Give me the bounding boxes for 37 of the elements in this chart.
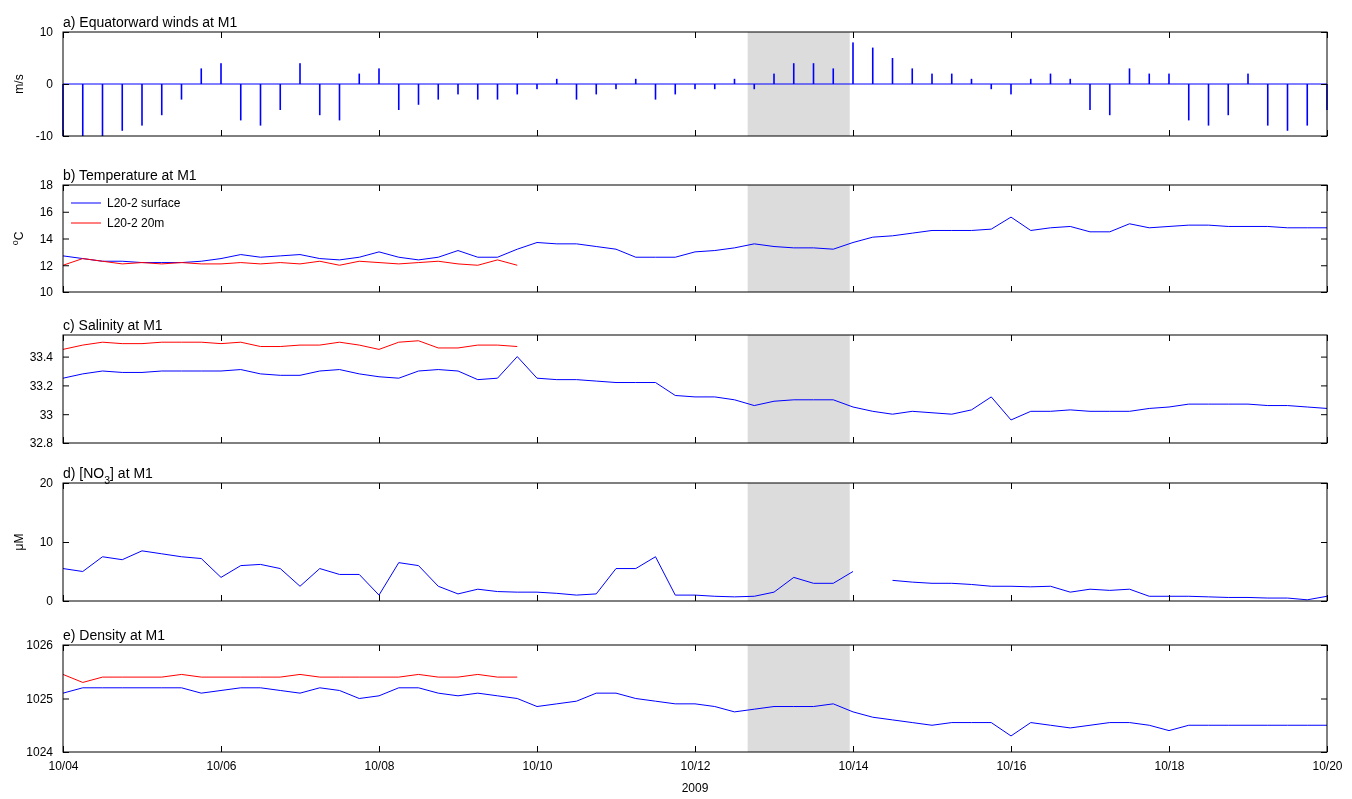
y-tick-label: 32.8 <box>29 436 54 451</box>
y-tick-label: 10 <box>39 535 54 550</box>
x-tick-label: 10/18 <box>1154 758 1185 773</box>
y-tick-label: 10 <box>39 285 54 300</box>
y-axis-title: m/s <box>12 74 26 94</box>
x-tick-label: 10/06 <box>206 758 237 773</box>
x-tick-label: 10/08 <box>364 758 395 773</box>
chart-title: a) Equatorward winds at M1 <box>63 14 238 30</box>
y-tick-label: 0 <box>46 77 54 92</box>
legend-label: L20-2 20m <box>107 216 165 230</box>
x-tick-label: 10/16 <box>996 758 1027 773</box>
y-tick-label: 1024 <box>26 745 54 760</box>
y-tick-label: 1026 <box>26 638 54 653</box>
y-tick-label: -10 <box>35 129 54 144</box>
x-tick-label: 10/10 <box>522 758 553 773</box>
y-tick-label: 10 <box>39 25 54 40</box>
y-tick-label: 33 <box>39 407 54 422</box>
chart-title: b) Temperature at M1 <box>63 167 197 183</box>
y-tick-label: 14 <box>39 231 54 246</box>
x-axis-title: 2009 <box>681 781 709 795</box>
y-tick-label: 0 <box>46 594 54 609</box>
y-tick-label: 1025 <box>26 691 54 706</box>
y-tick-label: 33.4 <box>29 349 54 364</box>
chart-title: e) Density at M1 <box>63 627 166 643</box>
chart-title: c) Salinity at M1 <box>63 317 163 333</box>
y-axis-title: μM <box>12 533 26 551</box>
x-tick-label: 10/20 <box>1312 758 1343 773</box>
y-tick-label: 18 <box>39 178 54 193</box>
y-tick-label: 12 <box>39 258 54 273</box>
y-tick-label: 16 <box>39 205 54 220</box>
x-tick-label: 10/04 <box>48 758 79 773</box>
y-tick-label: 20 <box>39 476 54 491</box>
chart-title: d) [NO$_{3}$] at M1 <box>63 465 154 486</box>
x-tick-label: 10/14 <box>838 758 869 773</box>
y-tick-label: 33.2 <box>29 378 54 393</box>
x-tick-label: 10/12 <box>680 758 711 773</box>
legend-label: L20-2 surface <box>107 196 181 210</box>
